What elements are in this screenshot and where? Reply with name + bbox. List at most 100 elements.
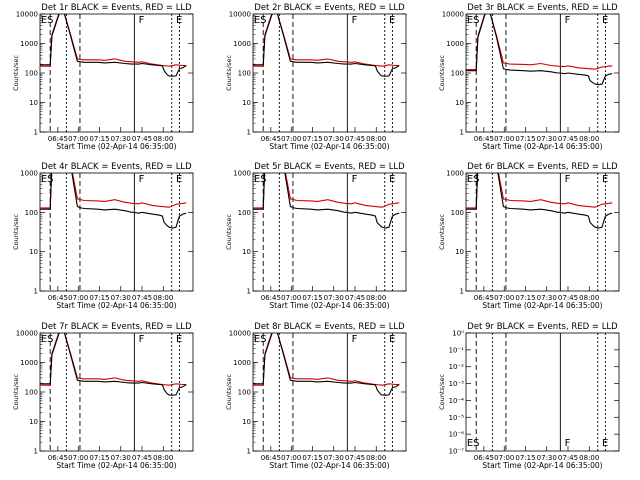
series-line-events [253,14,400,77]
series-line-events [40,14,187,77]
x-tick-label: 06:45 [48,454,68,462]
x-tick-label: 08:00 [153,454,173,462]
x-tick-label: 06:45 [48,294,68,302]
x-tick-label: 08:00 [366,135,386,143]
y-axis-label: Counts/sec [438,214,446,250]
y-tick-label: 100 [451,70,464,78]
y-tick-label: 1 [34,129,38,137]
region-marker-f: F [139,15,145,26]
y-axis-label: Counts/sec [12,214,20,250]
region-marker-f: F [352,15,358,26]
x-tick-label: 07:00 [494,454,514,462]
panel-5: Det 5r BLACK = Events, RED = LLD 1 10 100 10… [225,162,407,310]
region-marker-e: E [389,334,395,345]
y-tick-label: 10000 [16,330,38,338]
x-tick-label: 07:30 [324,135,344,143]
y-tick-label: 1000 [20,40,38,48]
x-axis-label: Start Time (02-Apr-14 06:35:00) [56,461,176,470]
plot-frame [465,332,620,452]
y-tick-label: 1 [247,129,251,137]
x-tick-label: 07:00 [68,135,88,143]
series-line-events [253,173,400,229]
y-tick-label: 10 [455,99,464,107]
plot-frame [252,172,407,292]
region-marker-e: E [602,438,608,449]
region-marker-e: E [176,174,182,185]
region-marker-es: ES [254,15,267,26]
panel-title: Det 9r BLACK = Events, RED = LLD [467,322,618,332]
series-line-lld [253,14,400,67]
x-tick-label: 07:30 [111,454,131,462]
panel-1: Det 1r BLACK = Events, RED = LLD 1 10 100 10… [12,3,194,151]
y-tick-label: 1000 [233,40,251,48]
y-tick-label: 10 [455,248,464,256]
region-marker-f: F [565,174,571,185]
y-tick-label: 1000 [446,40,464,48]
panel-6: Det 6r BLACK = Events, RED = LLD 1 10 100 10… [438,162,620,310]
series-line-lld [253,173,400,209]
x-tick-label: 07:45 [558,294,578,302]
region-marker-f: F [139,174,145,185]
panel-title: Det 4r BLACK = Events, RED = LLD [41,162,192,172]
x-tick-label: 07:30 [324,294,344,302]
x-axis-label: Start Time (02-Apr-14 06:35:00) [56,301,176,310]
x-axis-label: Start Time (02-Apr-14 06:35:00) [56,142,176,151]
x-tick-label: 07:15 [302,294,322,302]
plot-frame [39,332,194,452]
y-axis-label: Counts/sec [438,374,446,410]
y-tick-label: 10⁻¹ [449,346,465,354]
x-tick-label: 07:15 [515,454,535,462]
region-marker-f: F [565,438,571,449]
plot-frame [465,172,620,292]
y-tick-label: 10⁻⁶ [449,431,465,439]
region-marker-es: ES [41,334,54,345]
x-axis-label: Start Time (02-Apr-14 06:35:00) [269,301,389,310]
y-tick-label: 100 [25,209,38,217]
region-marker-f: F [352,334,358,345]
panel-title: Det 1r BLACK = Events, RED = LLD [41,3,192,13]
y-axis-label: Counts/sec [12,374,20,410]
x-tick-label: 06:45 [474,135,494,143]
region-marker-f: F [139,334,145,345]
x-tick-label: 07:30 [111,135,131,143]
x-tick-label: 07:15 [515,294,535,302]
x-axis-label: Start Time (02-Apr-14 06:35:00) [482,461,602,470]
region-marker-es: ES [467,438,480,449]
x-tick-label: 07:45 [558,454,578,462]
panel-title: Det 8r BLACK = Events, RED = LLD [254,322,405,332]
region-marker-es: ES [467,174,480,185]
region-marker-e: E [602,15,608,26]
x-tick-label: 07:45 [345,294,365,302]
panel-2: Det 2r BLACK = Events, RED = LLD 1 10 100 10… [225,3,407,151]
x-tick-label: 07:45 [132,135,152,143]
x-axis-label: Start Time (02-Apr-14 06:35:00) [482,142,602,151]
y-tick-label: 1000 [233,170,251,178]
plot-frame [252,332,407,452]
y-tick-label: 100 [238,209,251,217]
x-tick-label: 08:00 [579,454,599,462]
series-line-lld [466,14,613,71]
x-tick-label: 07:45 [558,135,578,143]
y-tick-label: 10000 [229,330,251,338]
series-line-events [40,173,187,229]
x-tick-label: 08:00 [153,294,173,302]
x-tick-label: 07:15 [515,135,535,143]
y-tick-label: 10⁻⁷ [449,448,465,456]
y-tick-label: 10⁻⁴ [449,397,465,405]
region-marker-e: E [389,174,395,185]
y-axis-label: Counts/sec [225,214,233,250]
x-tick-label: 07:15 [89,294,109,302]
panel-3: Det 3r BLACK = Events, RED = LLD 1 10 100 10… [438,3,620,151]
y-tick-label: 100 [25,389,38,397]
y-tick-label: 1 [460,288,464,296]
y-tick-label: 10 [29,99,38,107]
series-line-events [253,333,400,396]
x-tick-label: 07:30 [537,135,557,143]
x-tick-label: 07:00 [68,454,88,462]
y-tick-label: 100 [451,209,464,217]
y-tick-label: 1 [247,448,251,456]
region-marker-es: ES [41,174,54,185]
region-marker-es: ES [254,334,267,345]
x-tick-label: 07:00 [68,294,88,302]
